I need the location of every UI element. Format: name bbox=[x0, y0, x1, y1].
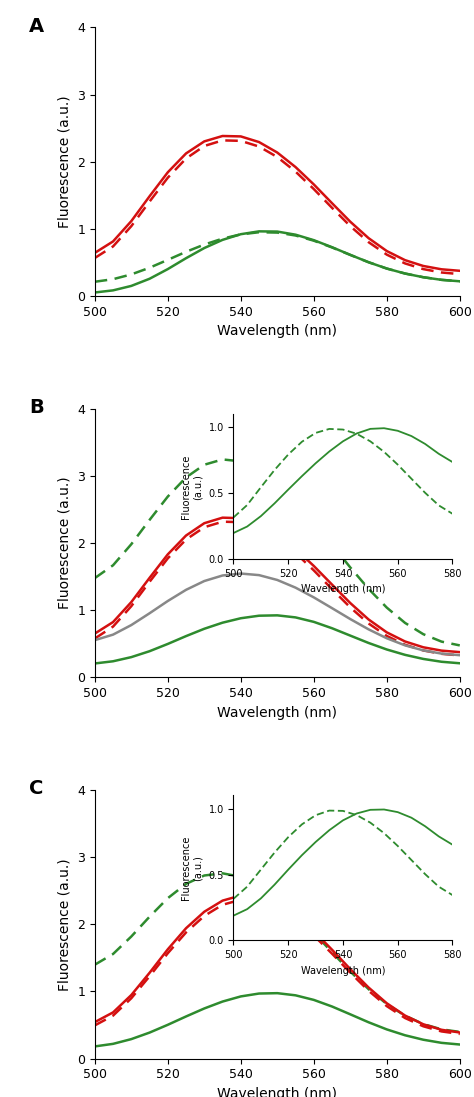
Text: A: A bbox=[29, 16, 44, 36]
X-axis label: Wavelength (nm): Wavelength (nm) bbox=[217, 705, 337, 720]
Y-axis label: Fluorescence (a.u.): Fluorescence (a.u.) bbox=[57, 95, 72, 228]
Text: C: C bbox=[29, 779, 44, 799]
Y-axis label: Fluorescence (a.u.): Fluorescence (a.u.) bbox=[57, 858, 72, 991]
Text: B: B bbox=[29, 398, 44, 417]
X-axis label: Wavelength (nm): Wavelength (nm) bbox=[217, 1087, 337, 1097]
X-axis label: Wavelength (nm): Wavelength (nm) bbox=[217, 325, 337, 338]
Y-axis label: Fluorescence (a.u.): Fluorescence (a.u.) bbox=[57, 477, 72, 609]
